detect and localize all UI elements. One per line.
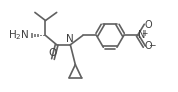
Text: N: N (138, 30, 145, 40)
Text: O: O (48, 48, 56, 58)
Text: O: O (145, 41, 152, 51)
Text: N: N (66, 34, 74, 44)
Text: O: O (145, 20, 152, 30)
Text: −: − (148, 40, 155, 49)
Text: +: + (141, 29, 148, 38)
Text: H$_2$N: H$_2$N (8, 29, 30, 42)
